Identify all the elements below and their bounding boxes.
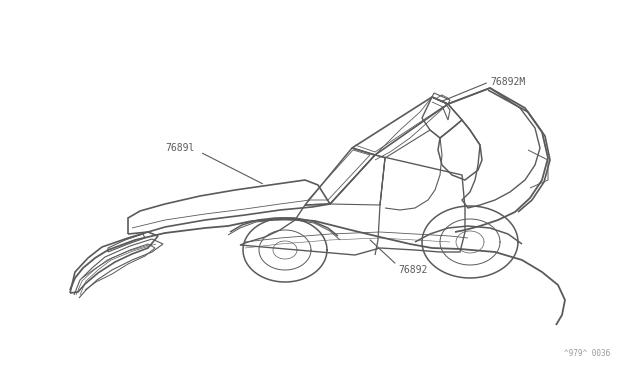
- Text: 76892: 76892: [398, 265, 428, 275]
- Text: ^979^ 0036: ^979^ 0036: [564, 349, 610, 358]
- Text: 7689l: 7689l: [165, 143, 195, 153]
- Text: 76892M: 76892M: [490, 77, 525, 87]
